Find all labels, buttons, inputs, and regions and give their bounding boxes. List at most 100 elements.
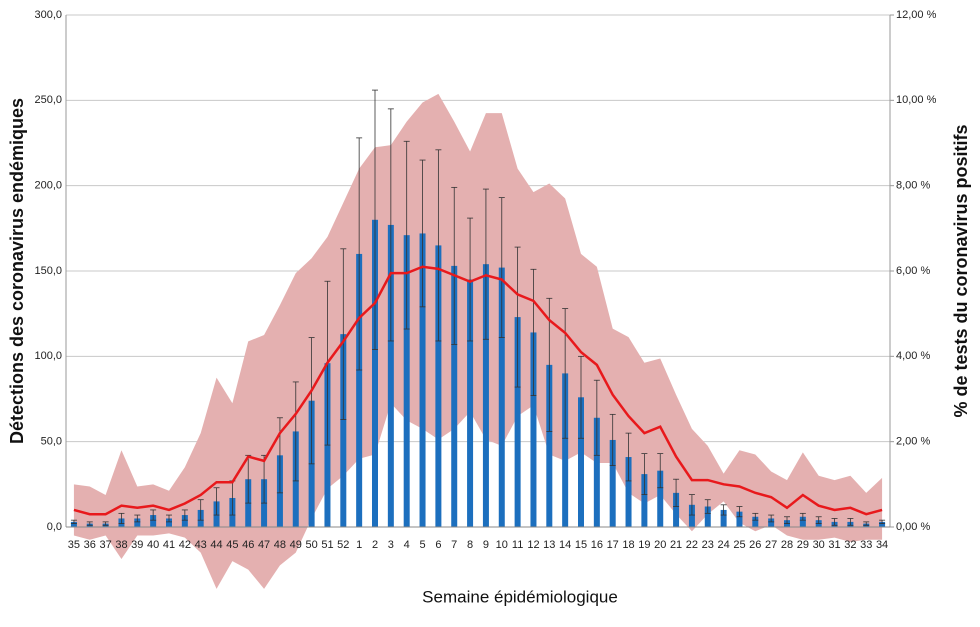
x-axis-title: Semaine épidémiologique [422, 587, 618, 606]
x-tick-label: 20 [654, 539, 666, 551]
bar [641, 474, 648, 527]
x-tick-label: 17 [607, 539, 619, 551]
x-tick-label: 11 [512, 539, 523, 551]
error-bar [815, 516, 822, 524]
x-tick-label: 46 [242, 539, 254, 551]
error-bar [847, 518, 854, 526]
bar [70, 521, 77, 527]
error-bar [134, 514, 141, 523]
error-bar [752, 512, 759, 521]
error-bar [387, 108, 394, 342]
y2-tick-label: 0,00 % [896, 521, 930, 533]
y-tick-label: 300,0 [34, 9, 62, 21]
error-bar [498, 197, 505, 338]
bar [625, 457, 632, 527]
x-tick-label: 43 [195, 539, 207, 551]
x-tick-label: 25 [733, 539, 745, 551]
x-tick-label: 18 [622, 539, 634, 551]
x-tick-label: 16 [591, 539, 603, 551]
error-bar [276, 417, 283, 494]
x-tick-label: 41 [163, 539, 175, 551]
error-bar [340, 248, 347, 420]
x-tick-label: 5 [419, 539, 425, 551]
bar [593, 417, 600, 527]
y-tick-label: 150,0 [34, 265, 62, 277]
error-bar [673, 478, 680, 507]
error-bar [181, 509, 188, 521]
bar [451, 265, 458, 527]
bar [673, 492, 680, 527]
bar [435, 245, 442, 527]
x-tick-label: 24 [717, 539, 729, 551]
y-tick-label: 50,0 [41, 436, 62, 448]
x-tick-label: 14 [559, 539, 571, 551]
x-tick-label: 32 [844, 539, 856, 551]
bar [752, 516, 759, 527]
x-tick-label: 39 [131, 539, 143, 551]
error-bar [578, 355, 584, 439]
line [73, 265, 883, 516]
x-tick-label: 38 [115, 539, 127, 551]
x-tick-label: 6 [435, 539, 441, 551]
error-bar [593, 379, 600, 456]
x-tick-label: 19 [638, 539, 650, 551]
error-bar [641, 453, 648, 495]
y2-tick-label: 6,00 % [896, 265, 930, 277]
y2-axis-title: % de tests du coronavirus positifs [951, 124, 971, 417]
x-tick-label: 44 [210, 539, 222, 551]
y2-tick-label: 8,00 % [896, 180, 930, 192]
bar [372, 219, 378, 528]
x-tick-label: 48 [274, 539, 286, 551]
bar [562, 373, 569, 527]
error-bar [435, 149, 442, 342]
error-bar [625, 432, 632, 482]
y-tick-label: 100,0 [34, 350, 62, 362]
error-bar [419, 159, 426, 308]
bar [879, 521, 886, 527]
x-tick-label: 51 [321, 539, 333, 551]
error-bar [736, 506, 743, 518]
error-bar [118, 512, 125, 524]
error-bar [356, 137, 363, 371]
bar [482, 264, 489, 527]
x-tick-label: 52 [337, 539, 349, 551]
error-bar [70, 519, 77, 524]
x-tick-label: 45 [226, 539, 238, 551]
error-bar [768, 514, 775, 523]
bar [578, 397, 584, 527]
error-bar [372, 89, 378, 350]
x-tick-label: 34 [876, 539, 888, 551]
error-bar [784, 516, 790, 524]
bar [688, 504, 695, 527]
y2-tick-label: 10,00 % [896, 94, 937, 106]
x-tick-label: 8 [467, 539, 473, 551]
error-bar [102, 521, 109, 526]
bar [387, 224, 394, 528]
bar [768, 518, 775, 527]
error-bar [720, 504, 727, 516]
x-tick-label: 35 [68, 539, 80, 551]
y2-tick-label: 4,00 % [896, 350, 930, 362]
bar [704, 506, 711, 527]
error-bar [799, 512, 806, 521]
x-tick-label: 23 [702, 539, 714, 551]
x-tick-label: 50 [305, 539, 317, 551]
error-bar [292, 381, 299, 482]
x-tick-label: 2 [372, 539, 378, 551]
x-tick-label: 40 [147, 539, 159, 551]
x-tick-label: 13 [543, 539, 555, 551]
y-axis-title: Détections des coronavirus endémiques [7, 98, 27, 444]
y2-tick-label: 12,00 % [896, 9, 937, 21]
x-tick-label: 49 [290, 539, 302, 551]
error-bar [467, 217, 474, 342]
bar [546, 364, 553, 527]
x-tick-label: 27 [765, 539, 777, 551]
x-tick-label: 31 [828, 539, 840, 551]
range-band [73, 93, 883, 589]
error-bar [688, 494, 695, 516]
x-tick-label: 12 [527, 539, 539, 551]
error-bar [879, 519, 886, 524]
error-bar [831, 518, 838, 526]
bar [530, 332, 537, 527]
